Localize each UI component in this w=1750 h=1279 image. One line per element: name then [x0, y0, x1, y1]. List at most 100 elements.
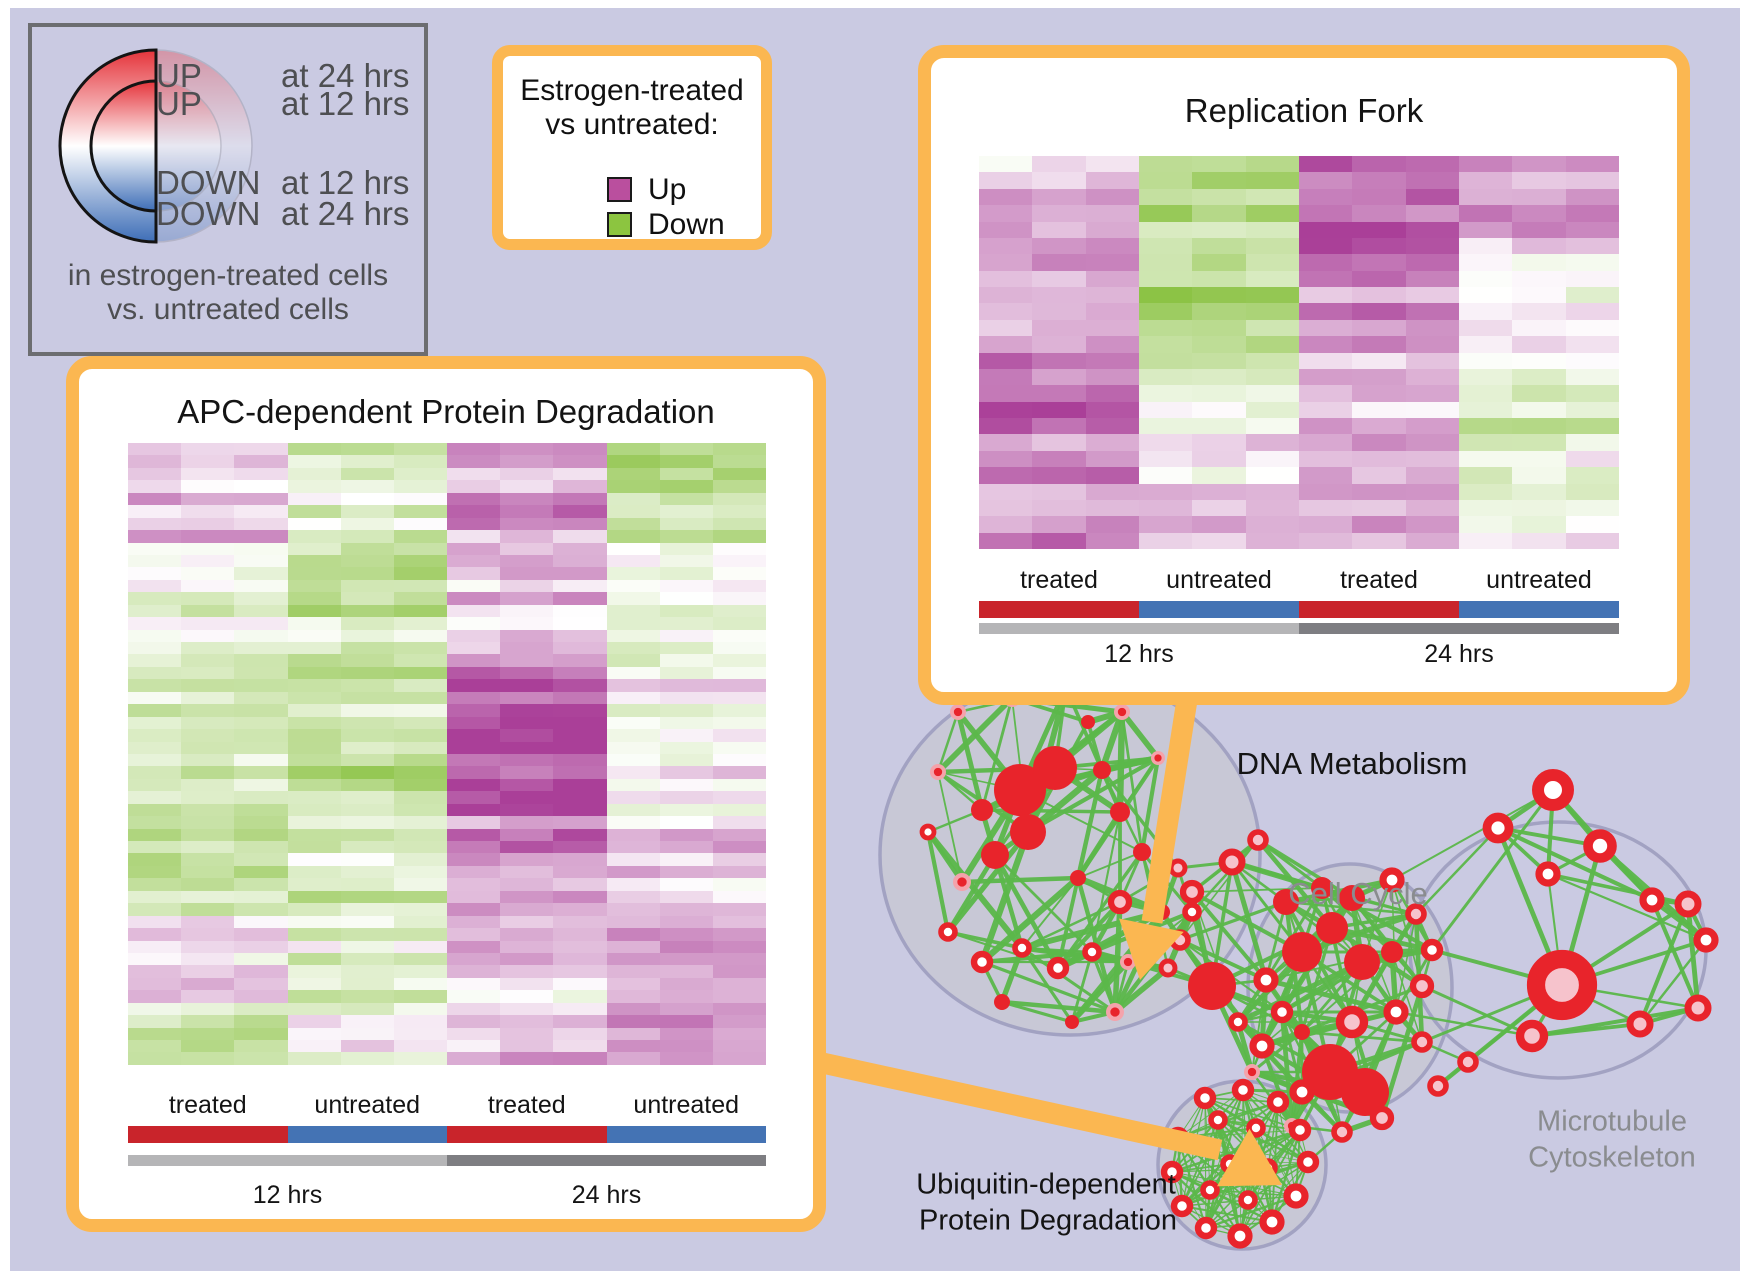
- heatmap-cell: [500, 816, 554, 829]
- heatmap-cell: [234, 492, 288, 506]
- heatmap-cell: [1085, 287, 1139, 304]
- apc-time-labels: 12 hrs 24 hrs: [128, 1181, 766, 1210]
- heatmap-cell: [1085, 221, 1139, 238]
- heatmap-row: [128, 1040, 767, 1053]
- heatmap-cell: [979, 270, 1033, 287]
- heatmap-row: [979, 368, 1619, 386]
- network-node: [1379, 867, 1405, 893]
- heatmap-cell: [181, 928, 235, 941]
- heatmap-cell: [181, 443, 235, 456]
- heatmap-row: [128, 629, 767, 642]
- heatmap-cell: [340, 853, 394, 866]
- heatmap-cell: [128, 990, 182, 1003]
- heatmap-cell: [1138, 336, 1193, 353]
- heatmap-cell: [447, 841, 501, 854]
- network-edge: [1217, 1119, 1309, 1163]
- heatmap-cell: [1192, 418, 1246, 435]
- heatmap-cell: [447, 480, 501, 493]
- time-label: 12 hrs: [1104, 640, 1174, 668]
- heatmap-cell: [447, 517, 501, 531]
- heatmap-cell: [1458, 483, 1513, 500]
- heatmap-cell: [500, 679, 554, 692]
- heatmap-cell: [1192, 188, 1246, 206]
- heatmap-cell: [340, 828, 394, 841]
- heatmap-cell: [1298, 237, 1353, 255]
- heatmap-cell: [1085, 237, 1139, 255]
- heatmap-cell: [287, 753, 341, 767]
- network-edge: [1638, 903, 1690, 1025]
- heatmap-cell: [287, 455, 341, 468]
- heatmap-cell: [553, 480, 607, 493]
- heatmap-cell: [606, 1040, 660, 1053]
- heatmap-cell: [1352, 450, 1406, 468]
- network-edge: [1075, 769, 1105, 879]
- heatmap-cell: [1032, 254, 1086, 271]
- heatmap-row: [128, 803, 767, 817]
- heatmap-cell: [128, 505, 182, 518]
- heatmap-cell: [1352, 368, 1406, 386]
- heatmap-cell: [234, 928, 288, 941]
- heatmap-cell: [234, 1027, 288, 1040]
- heatmap-cell: [553, 455, 607, 468]
- heatmap-cell: [340, 741, 394, 754]
- heatmap-cell: [606, 928, 660, 941]
- heatmap-cell: [234, 977, 288, 991]
- heatmap-cell: [1298, 532, 1353, 549]
- heatmap-cell: [287, 542, 341, 555]
- heatmap-cell: [659, 928, 713, 941]
- heatmap-cell: [1352, 434, 1406, 451]
- heatmap-cell: [287, 890, 341, 904]
- heatmap-row: [128, 766, 767, 779]
- network-edge: [1301, 1030, 1423, 1044]
- heatmap-cell: [1458, 352, 1513, 369]
- heatmap-cell: [393, 617, 448, 630]
- heatmap-cell: [1565, 188, 1619, 206]
- heatmap-cell: [553, 629, 607, 642]
- network-node: [1583, 829, 1617, 863]
- heatmap-cell: [1032, 418, 1086, 435]
- heatmap-cell: [553, 443, 607, 456]
- network-edge: [1279, 1011, 1295, 1127]
- condition-label: untreated: [1486, 566, 1592, 594]
- network-node: [1133, 843, 1151, 861]
- heatmap-cell: [979, 188, 1033, 206]
- heatmap-cell: [659, 952, 713, 966]
- heatmap-cell: [659, 443, 713, 456]
- condition-bar-segment: [1299, 601, 1459, 618]
- heatmap-cell: [340, 791, 394, 804]
- heatmap-cell: [447, 443, 501, 456]
- network-node: [1082, 942, 1102, 962]
- heatmap-cell: [1138, 368, 1193, 386]
- heatmap-cell: [447, 704, 501, 717]
- heatmap-cell: [606, 903, 660, 916]
- network-edge: [1264, 901, 1288, 981]
- heatmap-cell: [447, 878, 501, 891]
- heatmap-cell: [1458, 368, 1513, 386]
- heatmap-cell: [340, 505, 394, 518]
- heatmap-cell: [1512, 401, 1566, 418]
- network-node: [1344, 944, 1380, 980]
- heatmap-cell: [447, 753, 501, 767]
- heatmap-row: [128, 741, 767, 754]
- heatmap-cell: [1512, 319, 1566, 337]
- heatmap-cell: [287, 666, 341, 680]
- heatmap-cell: [553, 766, 607, 779]
- heatmap-cell: [500, 691, 554, 705]
- heatmap-cell: [340, 455, 394, 468]
- heatmap-cell: [128, 741, 182, 754]
- heatmap-row: [128, 1052, 767, 1065]
- heatmap-cell: [393, 741, 448, 754]
- replication-fork-group-labels: treated untreated treated untreated: [979, 566, 1619, 595]
- network-edge: [1391, 951, 1423, 1043]
- heatmap-cell: [447, 455, 501, 468]
- heatmap-cell: [659, 704, 713, 717]
- heatmap-cell: [1512, 303, 1566, 320]
- network-edge: [1430, 789, 1555, 951]
- heatmap-cell: [340, 952, 394, 966]
- heatmap-cell: [712, 517, 767, 531]
- heatmap-cell: [234, 679, 288, 692]
- network-edge: [1056, 851, 1144, 969]
- heatmap-cell: [1565, 221, 1619, 238]
- heatmap-cell: [181, 554, 235, 568]
- heatmap-row: [128, 865, 767, 879]
